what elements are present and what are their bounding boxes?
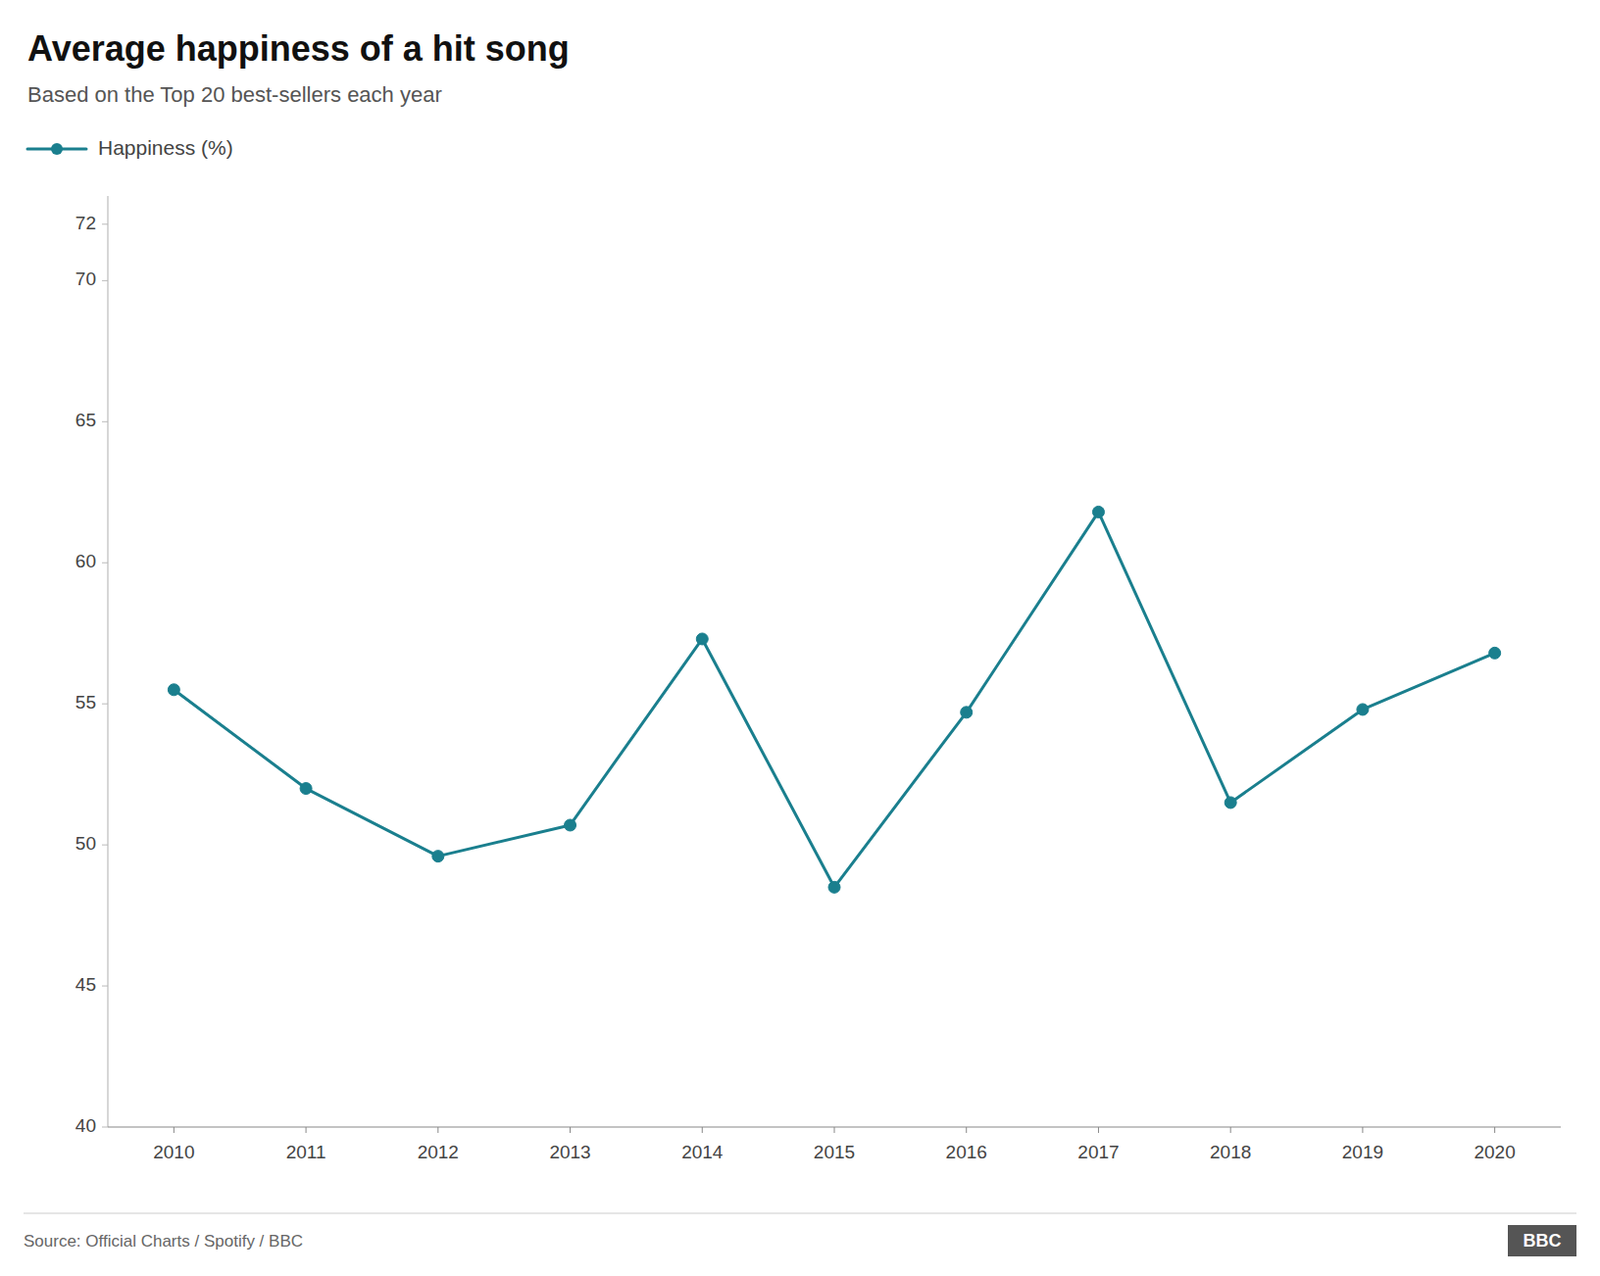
point: [1489, 647, 1501, 659]
y-tick-label: 45: [75, 974, 97, 996]
x-tick-label: 2010: [152, 1142, 195, 1163]
x-tick-label: 2016: [946, 1142, 988, 1163]
y-tick: [101, 845, 108, 847]
y-tick-label: 55: [75, 692, 97, 713]
logo: BBC: [1523, 1231, 1562, 1251]
logo-box: [1507, 1225, 1577, 1257]
point: [1356, 703, 1369, 716]
point: [564, 819, 577, 832]
x-tick-label: 2011: [286, 1142, 327, 1163]
x-tick: [965, 1127, 967, 1134]
x-tick: [437, 1127, 439, 1134]
x-tick: [701, 1127, 703, 1134]
x-tick: [1098, 1127, 1100, 1134]
point: [960, 706, 973, 719]
y-tick: [101, 1127, 108, 1129]
y-tick-label: 40: [75, 1115, 97, 1137]
x-tick: [834, 1127, 836, 1134]
y-tick: [101, 421, 108, 423]
x-tick-label: 2018: [1209, 1142, 1251, 1163]
y-tick: [101, 223, 108, 225]
point: [1224, 797, 1237, 809]
x-tick-label: 2014: [681, 1142, 724, 1163]
point: [432, 850, 445, 863]
separator: [23, 1213, 1577, 1215]
x-tick-label: 2013: [549, 1142, 591, 1163]
x-tick: [1230, 1127, 1232, 1134]
y-tick: [101, 280, 108, 282]
x-tick-label: 2019: [1342, 1142, 1384, 1163]
x-tick: [1361, 1127, 1363, 1134]
legend-item: Happiness (%): [27, 136, 234, 159]
source: Source: Official Charts / Spotify / BBC: [23, 1232, 303, 1251]
x-tick-label: 2017: [1077, 1142, 1119, 1163]
y-tick: [101, 986, 108, 988]
y-tick: [101, 703, 108, 705]
y-tick-label: 50: [75, 833, 97, 854]
title: Average happiness of a hit song: [27, 28, 570, 69]
chart: Average happiness of a hit song Based on …: [0, 0, 1600, 1276]
x-tick-label: 2015: [813, 1142, 855, 1163]
y-tick-label: 70: [75, 268, 97, 290]
line: [173, 511, 1495, 888]
x-tick: [569, 1127, 571, 1134]
x-tick-label: 2012: [417, 1142, 459, 1163]
y-tick-label: 65: [75, 409, 97, 431]
y-tick: [101, 562, 108, 564]
point: [167, 684, 180, 697]
subtitle: Based on the Top 20 best-sellers each ye…: [27, 82, 443, 107]
x-tick: [173, 1127, 175, 1134]
point: [828, 881, 841, 894]
x-tick: [305, 1127, 307, 1134]
legend-label: Happiness (%): [98, 136, 234, 159]
legend-marker: [50, 143, 63, 155]
plot-data: [167, 505, 1500, 894]
background: [0, 0, 1600, 1276]
y-axis-line: [106, 196, 108, 1128]
y-tick-label: 72: [75, 212, 97, 234]
point: [300, 783, 312, 796]
point: [1092, 505, 1104, 518]
x-tick: [1494, 1127, 1496, 1134]
x-tick-label: 2020: [1473, 1142, 1515, 1163]
point: [696, 633, 708, 646]
y-tick-label: 60: [75, 550, 97, 572]
